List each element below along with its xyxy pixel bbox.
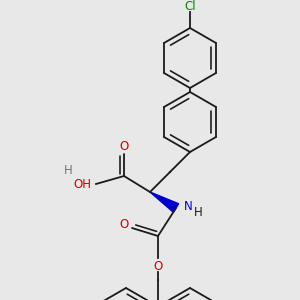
Text: O: O (119, 218, 129, 230)
Text: H: H (64, 164, 72, 176)
Polygon shape (150, 192, 178, 212)
Text: OH: OH (73, 178, 91, 190)
Text: O: O (153, 260, 163, 272)
Text: Cl: Cl (184, 0, 196, 13)
Text: O: O (119, 140, 129, 152)
Text: N: N (184, 200, 193, 212)
Text: H: H (194, 206, 203, 218)
